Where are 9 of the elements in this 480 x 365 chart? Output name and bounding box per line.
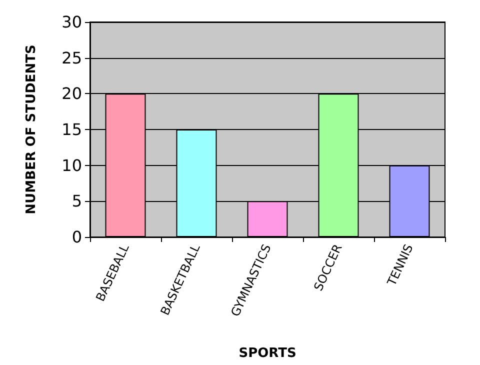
y-tick-label: 20 [62, 84, 82, 104]
y-tick-label: 0 [72, 228, 82, 246]
y-tick-label: 5 [72, 192, 82, 211]
y-tick-label: 10 [62, 156, 82, 175]
x-axis-title: SPORTS [238, 346, 296, 361]
y-tick-label: 15 [62, 120, 82, 139]
y-tick-label: 25 [62, 48, 82, 68]
y-tick-label: 30 [62, 12, 82, 32]
y-axis-title: NUMBER OF STUDENTS [24, 44, 39, 214]
